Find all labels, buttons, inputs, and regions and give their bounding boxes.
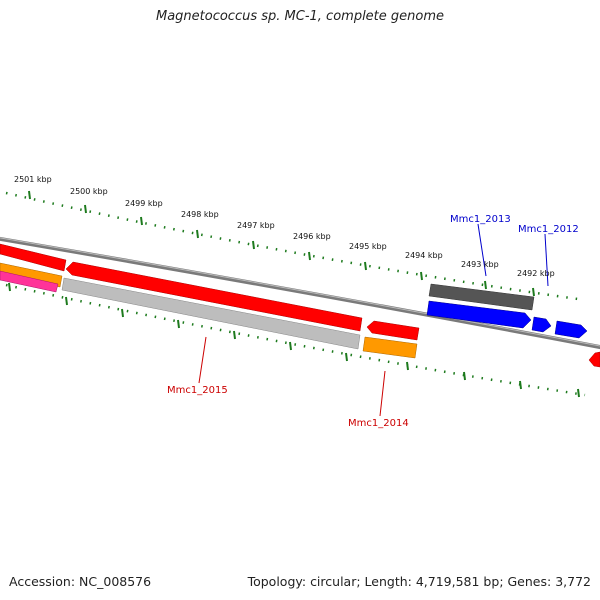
length-value: 4,719,581 bp [415,574,500,589]
leader-mmc1-2015 [198,336,207,384]
gene-mmc1-2013-dark [428,283,535,311]
accession-info: Accession: NC_008576 [9,574,151,589]
outer-major-tick [364,261,367,271]
outer-major-tick [532,287,535,297]
gene-orange-left-edge [0,262,63,288]
gene-label-mmc1-2014[interactable]: Mmc1_2014 [348,418,409,429]
gene-blue-3 [554,320,588,339]
gene-mmc1-2015 [65,261,363,332]
tick-label: 2499 kbp [125,199,163,208]
genes-label: Genes: [507,574,552,589]
inner-major-tick [289,341,292,351]
tick-label: 2496 kbp [293,232,331,241]
topology-label: Topology: [247,574,307,589]
genes-value: 3,772 [555,574,591,589]
inner-major-tick [177,319,180,329]
gene-pink-left-edge [0,270,59,293]
tick-label: 2497 kbp [237,221,275,230]
inner-major-tick [8,282,11,292]
length-label: Length: [364,574,412,589]
tick-label: 2500 kbp [70,187,108,196]
gene-label-mmc1-2015[interactable]: Mmc1_2015 [167,385,228,396]
map-title: Magnetococcus sp. MC-1, complete genome [155,9,445,24]
gene-gray-long [61,277,361,350]
gene-label-mmc1-2013[interactable]: Mmc1_2013 [450,214,511,225]
outer-major-tick [140,216,143,226]
inner-major-tick [577,388,580,398]
topology-value: circular [310,574,357,589]
genome-backbone [0,236,600,350]
gene-orange-short [362,336,418,359]
gene-mmc1-2012-blue [531,316,552,333]
inner-major-tick [121,308,124,318]
leader-mmc1-2014 [379,370,386,417]
inner-major-tick [233,330,236,340]
outer-major-tick [484,280,487,290]
gene-label-mmc1-2012[interactable]: Mmc1_2012 [518,224,579,235]
tick-label: 2492 kbp [517,269,555,278]
gene-mmc1-2013-blue [426,300,532,329]
accession-label: Accession: [9,574,76,589]
inner-major-tick [406,361,409,371]
accession-value: NC_008576 [79,574,152,589]
inner-major-tick [345,352,348,362]
genome-summary: Topology: circular; Length: 4,719,581 bp… [247,574,591,589]
outer-major-tick [28,190,31,200]
inner-major-tick [463,371,466,381]
tick-label: 2494 kbp [405,251,443,260]
gene-red-right-edge [588,351,600,368]
inner-major-tick [65,296,68,306]
tick-label: 2501 kbp [14,175,52,184]
gene-red-left-edge [0,243,67,272]
leader-mmc1-2012 [544,233,549,287]
outer-major-tick [196,229,199,239]
outer-major-tick [252,240,255,250]
inner-major-tick [519,380,522,390]
tick-label: 2498 kbp [181,210,219,219]
outer-major-tick [84,204,87,214]
genome-backbone-highlight [0,237,600,347]
gene-mmc1-2014-red [366,320,420,341]
outer-major-tick [308,251,311,261]
tick-label: 2495 kbp [349,242,387,251]
tick-label: 2493 kbp [461,260,499,269]
outer-major-tick [420,271,423,281]
leader-mmc1-2013 [477,223,487,277]
